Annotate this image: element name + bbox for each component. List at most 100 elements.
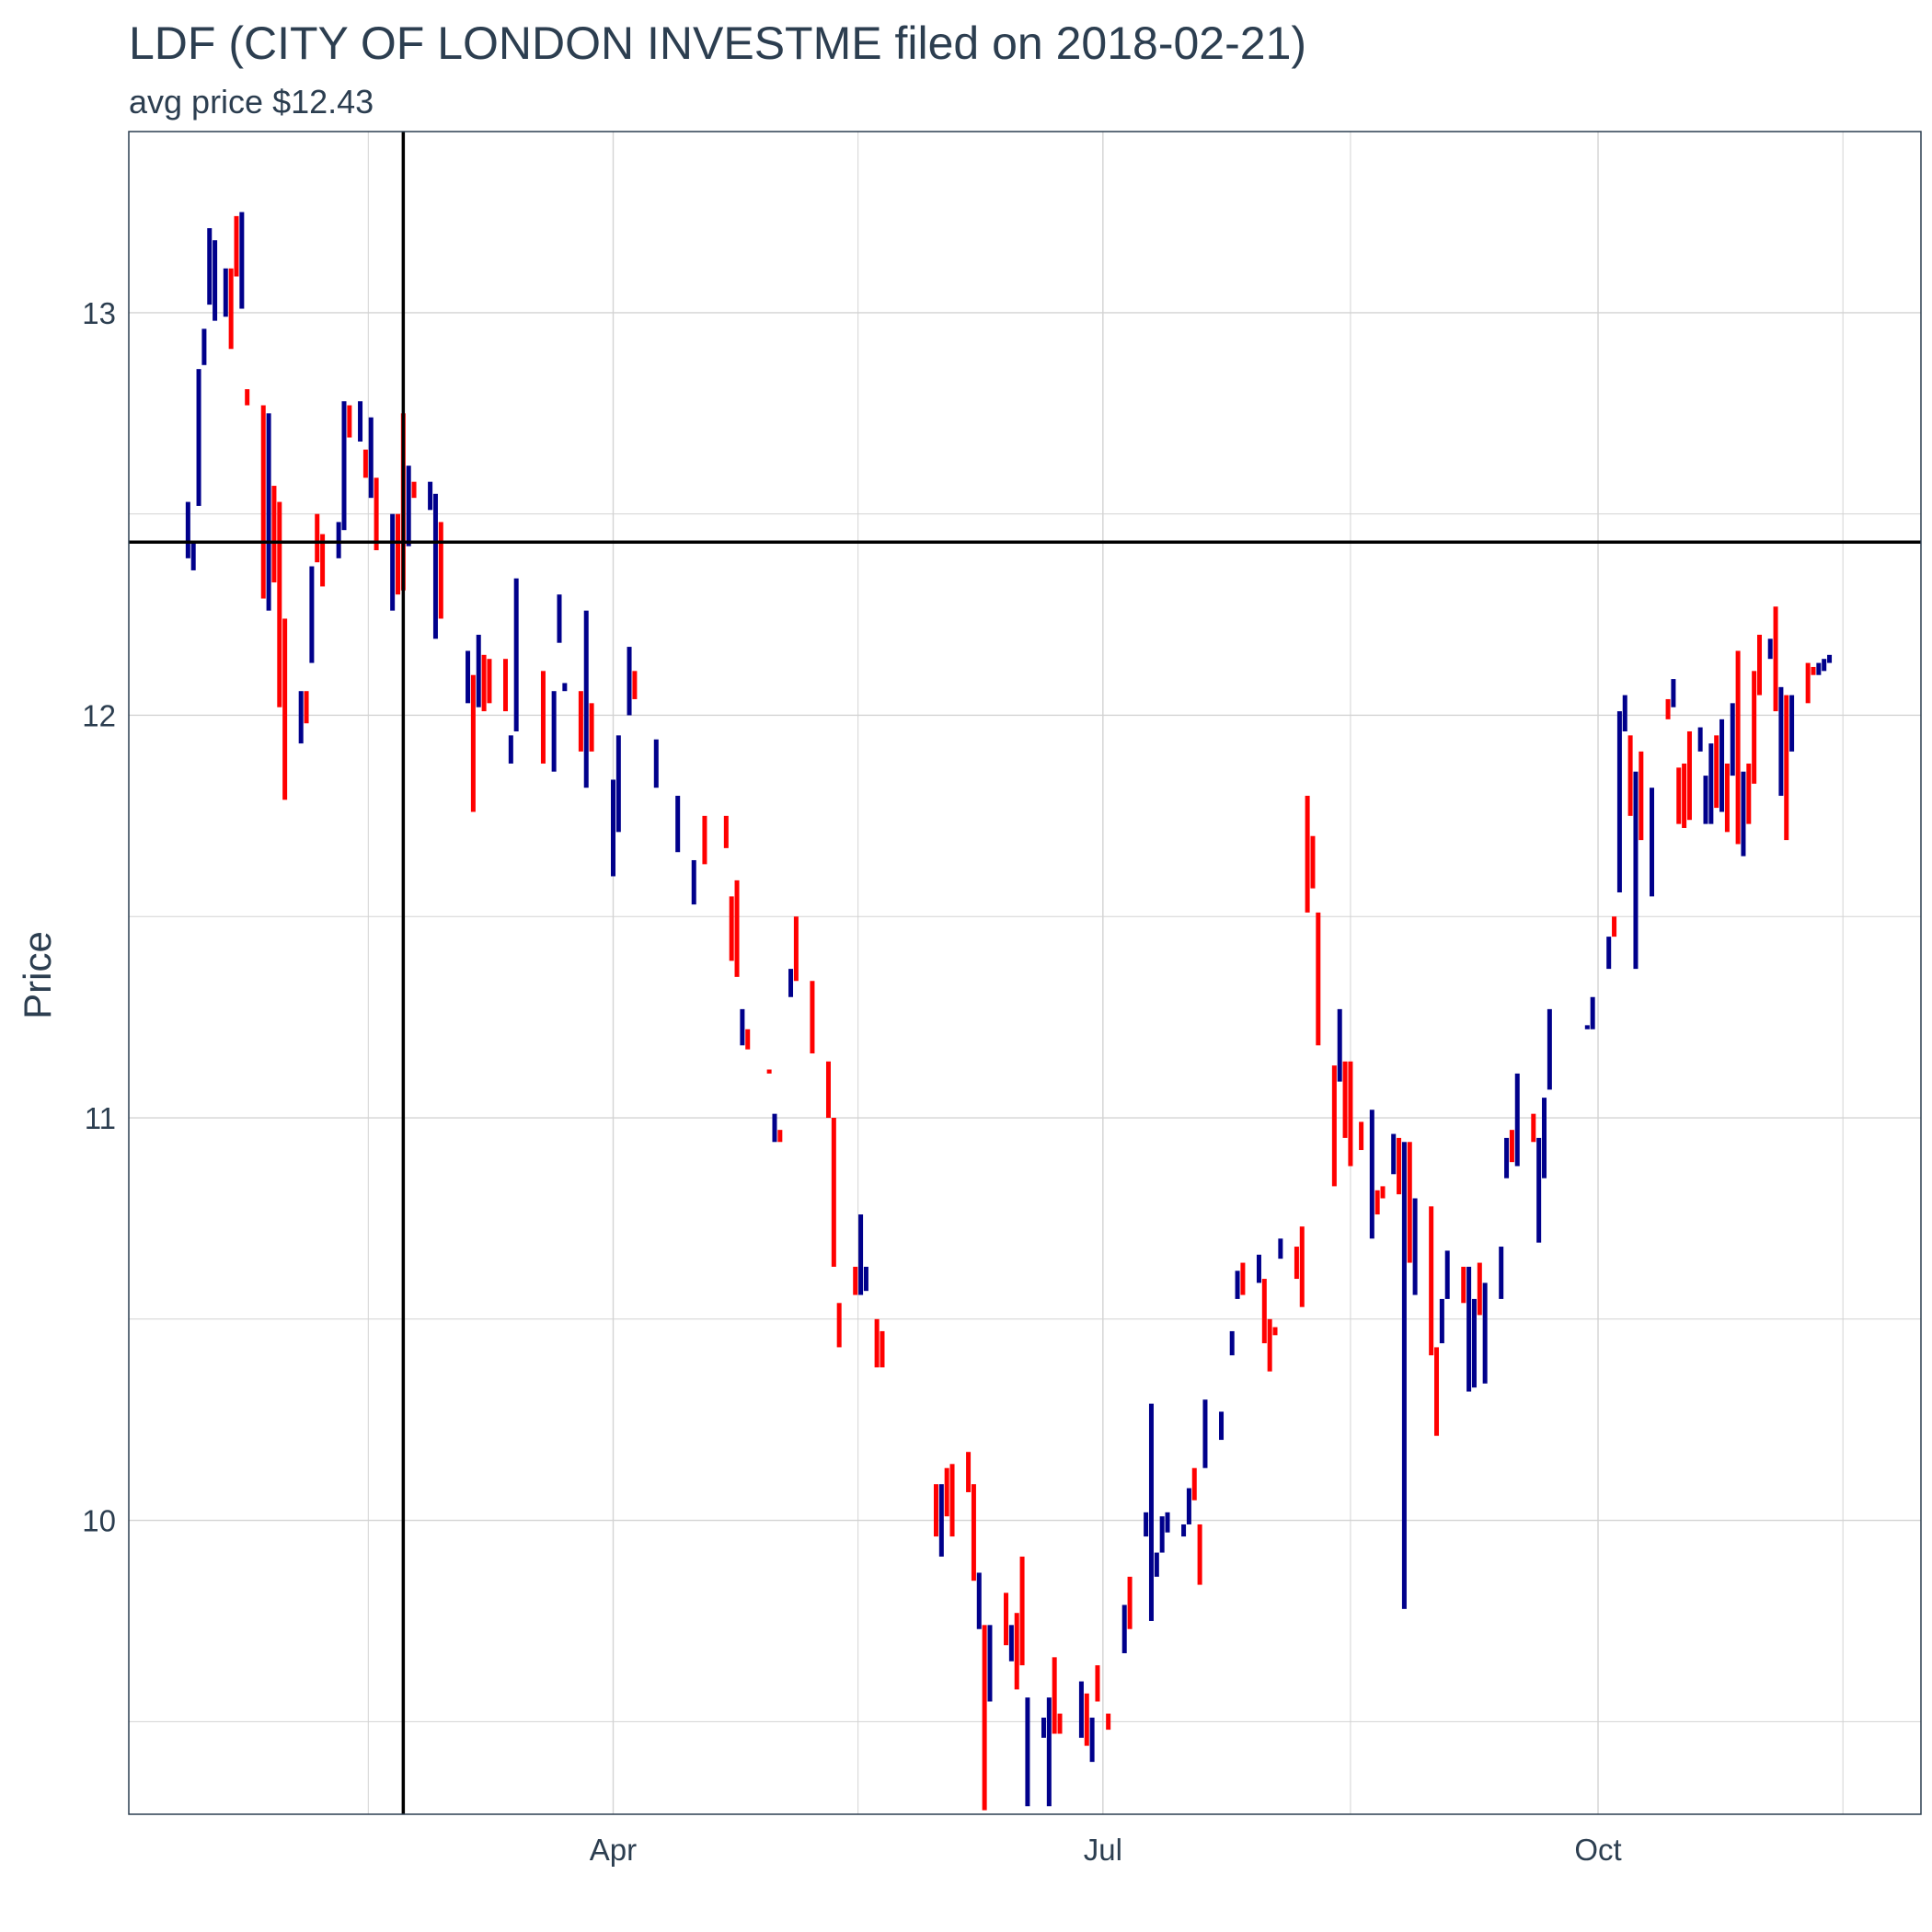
price-bar-up bbox=[1590, 996, 1595, 1029]
price-bar-up bbox=[185, 501, 190, 558]
price-bar-down bbox=[315, 513, 320, 563]
price-bar-down bbox=[1019, 1556, 1025, 1666]
price-bar-down bbox=[1746, 763, 1752, 824]
price-bar-up bbox=[610, 779, 615, 877]
price-bar-up bbox=[432, 493, 438, 639]
price-bar-up bbox=[1186, 1488, 1191, 1524]
y-axis-title: Price bbox=[16, 931, 59, 1019]
price-bar-down bbox=[1735, 650, 1741, 845]
price-bar-up bbox=[1650, 788, 1655, 897]
price-bar-down bbox=[1784, 695, 1789, 841]
price-bar-up bbox=[1025, 1697, 1030, 1807]
price-bar-down bbox=[734, 880, 740, 977]
price-bar-up bbox=[1148, 1403, 1154, 1621]
price-bar-up bbox=[341, 401, 347, 531]
price-bar-up bbox=[1482, 1282, 1488, 1384]
price-bar-down bbox=[1197, 1524, 1202, 1585]
price-bar-up bbox=[1499, 1247, 1504, 1299]
price-bar-up bbox=[1235, 1271, 1240, 1299]
price-bar-down bbox=[745, 1029, 751, 1050]
price-bar-down bbox=[578, 691, 583, 752]
price-bar-up bbox=[1369, 1110, 1374, 1239]
price-bar-down bbox=[1359, 1121, 1364, 1151]
price-bar-down bbox=[540, 671, 546, 764]
price-bar-up bbox=[1041, 1717, 1046, 1738]
price-bar-down bbox=[411, 481, 417, 499]
price-bar-up bbox=[1816, 662, 1822, 675]
price-bar-up bbox=[1767, 638, 1773, 660]
price-bar-up bbox=[1827, 654, 1833, 663]
price-bar-down bbox=[1757, 634, 1763, 696]
price-bar-up bbox=[1741, 771, 1746, 857]
price-bar-up bbox=[1159, 1516, 1165, 1553]
price-bar-down bbox=[1461, 1266, 1466, 1304]
price-bar-down bbox=[395, 513, 400, 595]
price-bars-layer bbox=[185, 212, 1833, 1811]
price-bar-up bbox=[1219, 1411, 1225, 1441]
price-bar-down bbox=[271, 486, 277, 583]
price-bar-down bbox=[1429, 1206, 1434, 1356]
price-bar-up bbox=[863, 1266, 868, 1292]
price-bar-down bbox=[949, 1464, 955, 1537]
x-tick-label: Apr bbox=[590, 1833, 637, 1867]
price-bar-up bbox=[675, 795, 681, 853]
price-bar-down bbox=[1331, 1065, 1337, 1187]
y-tick-label: 10 bbox=[82, 1504, 116, 1538]
price-bar-down bbox=[1052, 1657, 1057, 1734]
price-bar-down bbox=[1612, 916, 1617, 937]
price-bar-down bbox=[766, 1069, 772, 1074]
price-bar-up bbox=[1730, 703, 1735, 776]
plot-frame bbox=[128, 131, 1922, 1815]
price-bar-down bbox=[470, 674, 476, 812]
price-bar-up bbox=[1078, 1681, 1084, 1738]
price-bar-up bbox=[1719, 719, 1725, 812]
price-bar-up bbox=[1622, 695, 1627, 731]
price-bar-up bbox=[223, 268, 228, 317]
price-bar-down bbox=[1752, 671, 1757, 784]
price-bar-down bbox=[1374, 1190, 1380, 1215]
price-bar-down bbox=[1477, 1262, 1482, 1316]
price-bar-down bbox=[933, 1484, 938, 1537]
price-bar-up bbox=[1789, 695, 1795, 752]
price-bar-up bbox=[1708, 743, 1714, 824]
price-bar-up bbox=[207, 228, 213, 305]
axis-labels-layer: 10 11 12 13 Apr Jul Oct bbox=[82, 296, 1621, 1867]
price-bar-up bbox=[615, 735, 621, 833]
price-bar-down bbox=[1272, 1327, 1278, 1336]
price-bar-up bbox=[691, 859, 696, 905]
price-bar-down bbox=[277, 501, 282, 707]
price-bar-up bbox=[557, 594, 562, 643]
price-bar-up bbox=[1542, 1098, 1547, 1179]
price-bar-up bbox=[1089, 1717, 1095, 1763]
price-bar-up bbox=[1165, 1512, 1170, 1533]
price-bar-down bbox=[1805, 662, 1811, 704]
price-bar-up bbox=[1504, 1137, 1510, 1179]
price-bar-up bbox=[858, 1214, 864, 1295]
price-bar-up bbox=[1444, 1250, 1450, 1299]
price-bar-up bbox=[428, 481, 433, 511]
price-bar-down bbox=[944, 1467, 949, 1517]
price-bar-down bbox=[438, 522, 443, 619]
price-bar-up bbox=[1154, 1552, 1159, 1577]
price-bar-up bbox=[196, 369, 201, 506]
price-bar-up bbox=[1466, 1266, 1472, 1392]
y-tick-label: 12 bbox=[82, 698, 116, 732]
price-bar-down bbox=[1509, 1130, 1514, 1163]
price-bar-up bbox=[336, 522, 341, 558]
price-bar-up bbox=[1536, 1137, 1542, 1243]
price-bar-down bbox=[228, 268, 234, 350]
price-bar-up bbox=[551, 691, 557, 772]
price-bar-down bbox=[304, 691, 309, 724]
price-bar-down bbox=[1004, 1593, 1009, 1646]
price-bar-up bbox=[1046, 1697, 1052, 1807]
price-bar-down bbox=[1084, 1693, 1089, 1746]
price-bar-down bbox=[982, 1625, 987, 1811]
price-bar-down bbox=[1773, 606, 1778, 712]
price-bar-up bbox=[513, 578, 519, 731]
price-bar-down bbox=[502, 659, 508, 712]
price-bar-up bbox=[1616, 711, 1622, 892]
x-tick-label: Jul bbox=[1084, 1833, 1122, 1867]
price-bar-down bbox=[793, 916, 799, 982]
price-bar-down bbox=[1057, 1713, 1063, 1734]
price-bar-up bbox=[1391, 1133, 1397, 1175]
